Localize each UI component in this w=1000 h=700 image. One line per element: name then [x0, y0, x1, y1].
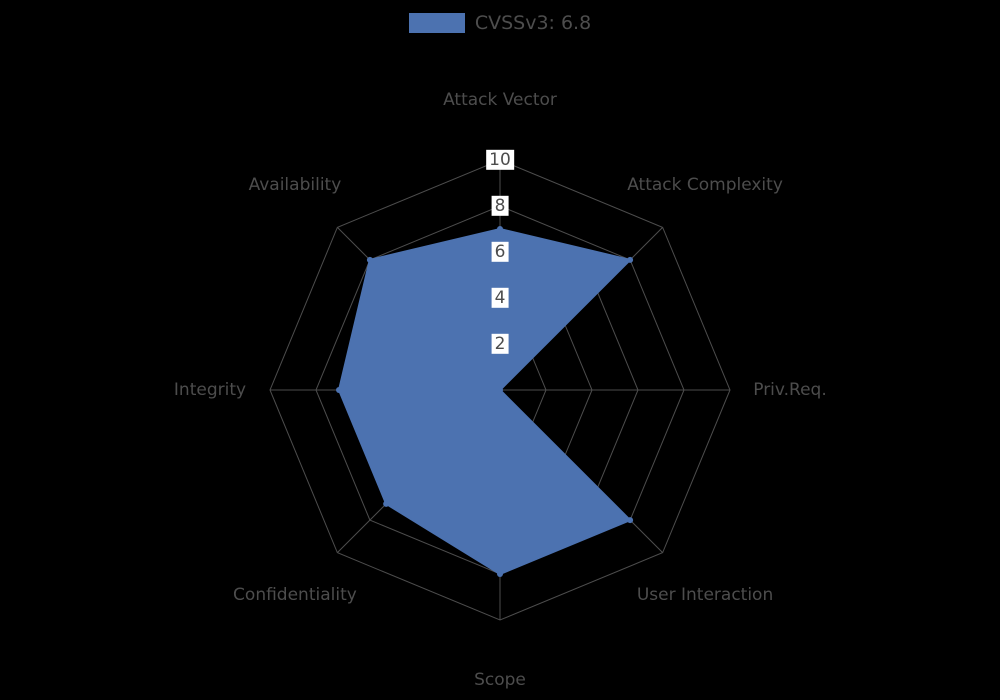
axis-label: Integrity	[174, 380, 246, 400]
radial-tick-label: 10	[486, 150, 514, 170]
radar-chart: CVSSv3: 6.8 Attack Vector Attack Complexi…	[0, 0, 1000, 700]
radial-tick-label: 4	[492, 288, 509, 308]
radial-tick-label: 8	[492, 196, 509, 216]
legend: CVSSv3: 6.8	[0, 12, 1000, 37]
axis-label: Confidentiality	[233, 585, 357, 605]
radial-tick-label: 2	[492, 334, 509, 354]
axis-label: Attack Vector	[443, 90, 557, 110]
radial-tick-label: 6	[492, 242, 509, 262]
axis-label: User Interaction	[637, 585, 773, 605]
axis-label: Availability	[249, 175, 342, 195]
legend-label: CVSSv3: 6.8	[475, 12, 591, 34]
axis-label: Priv.Req.	[753, 380, 827, 400]
legend-swatch	[409, 13, 465, 33]
axis-label: Scope	[474, 670, 526, 690]
axis-label: Attack Complexity	[627, 175, 783, 195]
